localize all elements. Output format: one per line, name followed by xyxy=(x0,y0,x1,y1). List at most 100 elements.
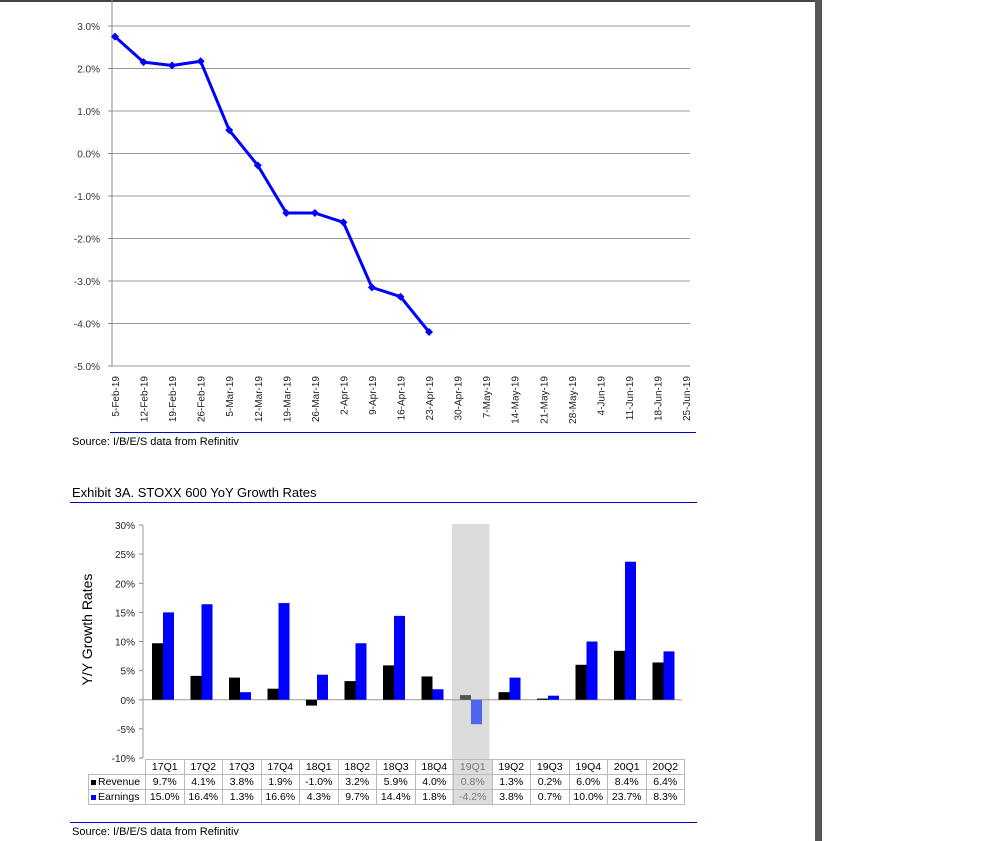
data-point xyxy=(396,292,405,301)
data-label: -4.2% xyxy=(453,789,493,805)
data-point xyxy=(139,58,148,67)
bar-earnings xyxy=(432,689,444,700)
data-label: 1.8% xyxy=(414,789,454,805)
x-tick-label: 7-May-19 xyxy=(482,376,493,419)
bar-revenue xyxy=(460,695,471,700)
category-label: 19Q2 xyxy=(491,759,531,775)
bar-revenue xyxy=(575,664,587,700)
data-label: 8.3% xyxy=(645,789,685,805)
data-point xyxy=(168,61,177,70)
y-axis-label: Y/Y Growth Rates xyxy=(79,574,95,686)
category-label: 17Q3 xyxy=(222,759,262,775)
y-tick-label: -5.0% xyxy=(74,362,100,373)
data-label: 16.6% xyxy=(260,789,300,805)
data-label: 14.4% xyxy=(376,789,416,805)
category-label: 17Q2 xyxy=(183,759,223,775)
y-tick-label: 5% xyxy=(121,667,136,678)
series-line xyxy=(114,35,431,333)
category-label: 20Q1 xyxy=(607,759,647,775)
category-label: 17Q1 xyxy=(145,759,185,775)
source-rule-2 xyxy=(70,822,697,823)
source-rule xyxy=(110,432,696,433)
data-point xyxy=(282,209,291,217)
x-tick-label: 30-Apr-19 xyxy=(454,376,465,421)
data-label: 3.8% xyxy=(222,774,262,790)
bar-revenue xyxy=(537,698,548,700)
y-tick-label: -10% xyxy=(112,754,135,765)
bar-earnings xyxy=(201,604,213,700)
bar-earnings xyxy=(278,603,290,700)
category-label: 18Q2 xyxy=(337,759,377,775)
y-tick-label: 0% xyxy=(121,696,136,707)
bar-revenue xyxy=(152,643,163,700)
data-label: 10.0% xyxy=(568,789,608,805)
data-label: 23.7% xyxy=(607,789,647,805)
x-tick-label: 19-Feb-19 xyxy=(168,376,179,423)
category-label: 18Q3 xyxy=(376,759,416,775)
x-tick-label: 26-Feb-19 xyxy=(197,376,208,423)
data-point xyxy=(225,126,234,135)
data-label: 0.7% xyxy=(530,789,570,805)
table-row-revenue: Revenue 9.7% 4.1% 3.8% 1.9% -1.0% 3.2% 5.9% 4.0%… xyxy=(88,774,685,790)
bar-earnings xyxy=(163,612,174,700)
data-label: 9.7% xyxy=(145,774,185,790)
data-label: 1.3% xyxy=(222,789,262,805)
legend-earnings: Earnings xyxy=(88,789,146,805)
data-label: 1.9% xyxy=(260,774,300,790)
category-label: 20Q2 xyxy=(645,759,685,775)
bar-revenue xyxy=(344,681,356,700)
data-label: 0.2% xyxy=(530,774,570,790)
x-tick-label: 19-Mar-19 xyxy=(282,376,293,423)
category-label: 19Q4 xyxy=(568,759,608,775)
x-tick-label: 16-Apr-19 xyxy=(397,376,408,421)
category-label: 18Q4 xyxy=(414,759,454,775)
x-tick-label: 4-Jun-19 xyxy=(596,376,607,416)
data-label: 15.0% xyxy=(145,789,185,805)
data-label: 8.4% xyxy=(607,774,647,790)
bar-revenue xyxy=(421,676,433,700)
bar-earnings xyxy=(317,674,328,700)
bar-earnings xyxy=(355,643,367,700)
category-label: 17Q4 xyxy=(260,759,300,775)
y-tick-label: 0.0% xyxy=(77,150,100,161)
x-tick-label: 23-Apr-19 xyxy=(425,376,436,421)
data-point xyxy=(111,32,119,41)
bar-chart: 30% 25% 20% 15% 10% 5% 0% -5% -10% Y/Y Growth Rat… xyxy=(79,521,682,804)
bar-revenue xyxy=(652,662,664,700)
x-tick-label: 21-May-19 xyxy=(539,376,550,424)
table-row-earnings: Earnings 15.0% 16.4% 1.3% 16.6% 4.3% 9.7% 14.4%… xyxy=(88,789,685,805)
x-tick-label: 18-Jun-19 xyxy=(653,376,664,421)
bar-earnings xyxy=(394,615,405,700)
data-label: 6.0% xyxy=(568,774,608,790)
y-tick-label: 1.0% xyxy=(77,107,100,118)
bar-earnings xyxy=(548,695,559,700)
bar-chart-title: Exhibit 3A. STOXX 600 YoY Growth Rates xyxy=(72,485,317,500)
data-label: 5.9% xyxy=(376,774,416,790)
y-tick-label: 3.0% xyxy=(77,22,100,33)
data-point xyxy=(425,328,434,336)
data-label: 4.0% xyxy=(414,774,454,790)
data-label: 9.7% xyxy=(337,789,377,805)
bar-revenue xyxy=(383,665,394,700)
data-table: 17Q1 17Q2 17Q3 17Q4 18Q1 18Q2 18Q3 18Q4 19Q1 19Q2… xyxy=(88,759,685,805)
x-tick-label: 12-Feb-19 xyxy=(140,376,151,423)
bar-chart-source: Source: I/B/E/S data from Refinitiv xyxy=(72,826,239,838)
x-tick-label: 26-Mar-19 xyxy=(311,376,322,423)
line-chart: 3.0% 2.0% 1.0% 0.0% -1.0% -2.0% -3.0% -4.0% -5.0… xyxy=(74,0,693,424)
bar-revenue xyxy=(190,675,202,700)
page-top-border xyxy=(0,0,815,2)
bar-earnings xyxy=(509,677,521,700)
y-tick-label: -2.0% xyxy=(74,235,100,246)
bar-earnings xyxy=(663,651,675,700)
table-header-row: 17Q1 17Q2 17Q3 17Q4 18Q1 18Q2 18Q3 18Q4 19Q1 19Q2… xyxy=(89,759,685,775)
page-right-border xyxy=(815,0,822,841)
bar-revenue xyxy=(267,688,279,700)
x-tick-label: 5-Mar-19 xyxy=(225,376,236,417)
bar-earnings xyxy=(625,561,636,700)
data-point xyxy=(196,57,205,66)
data-label: 16.4% xyxy=(183,789,223,805)
x-tick-label: 5-Feb-19 xyxy=(111,376,122,417)
x-tick-label: 11-Jun-19 xyxy=(625,376,636,421)
data-label: 1.3% xyxy=(491,774,531,790)
x-tick-label: 25-Jun-19 xyxy=(682,376,693,421)
